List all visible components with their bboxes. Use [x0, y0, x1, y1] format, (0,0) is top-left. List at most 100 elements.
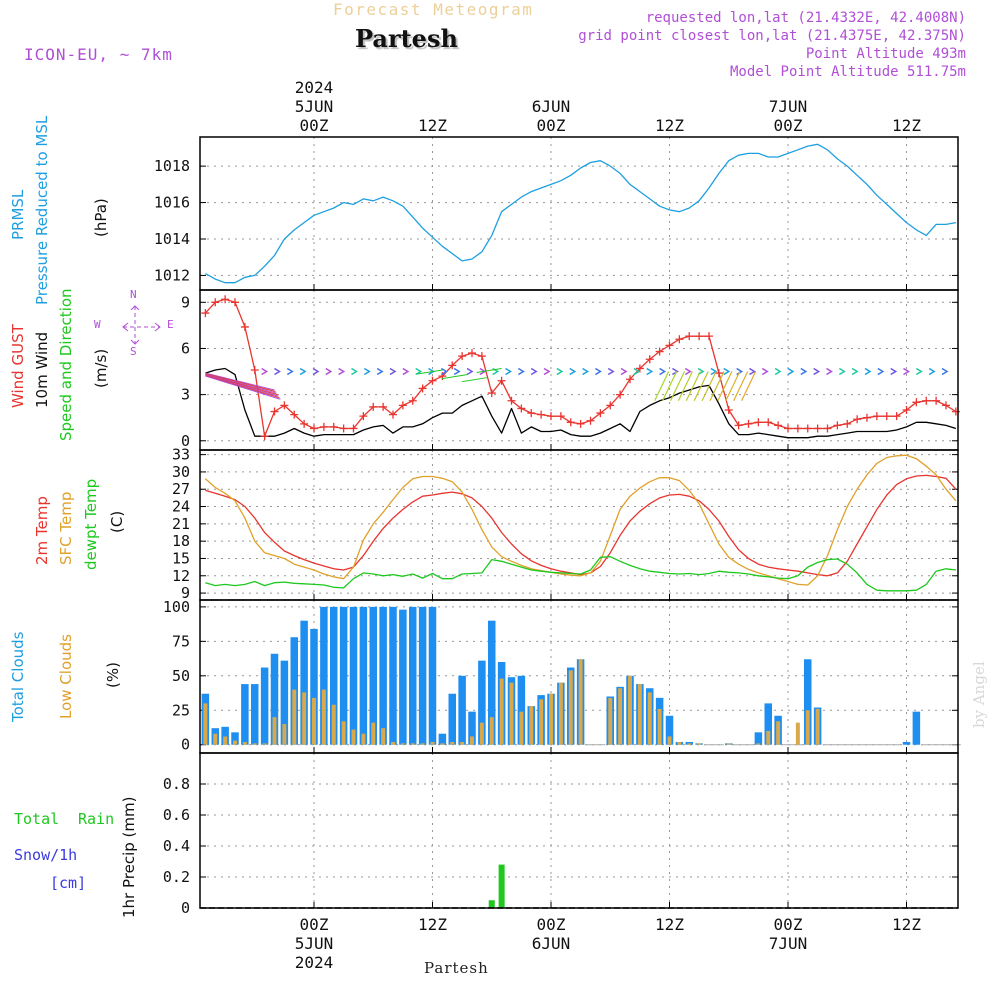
- wind-direction-arrow: [684, 367, 692, 376]
- gust-line: [204, 298, 957, 437]
- wind-direction-arrow: [556, 367, 564, 376]
- wind-vector: [205, 372, 275, 391]
- label-snow: Snow/1h: [14, 846, 78, 864]
- time-label-top: 7JUN: [769, 97, 808, 116]
- time-label-bottom: 5JUN: [295, 934, 334, 953]
- gust-point: [527, 409, 536, 418]
- wind-direction-arrow: [723, 367, 731, 376]
- model-label: ICON-EU, ~ 7km: [24, 45, 173, 64]
- gust-point: [260, 432, 269, 441]
- low-cloud-bar: [568, 670, 573, 745]
- y-tick-label: 0.2: [163, 868, 190, 886]
- low-cloud-bar: [252, 743, 257, 745]
- gust-point: [240, 322, 249, 331]
- wind-vector: [669, 371, 686, 402]
- gust-point: [744, 419, 753, 428]
- total-cloud-bar: [418, 606, 427, 745]
- y-tick-label: 0: [181, 432, 190, 450]
- total-cloud-bar: [764, 703, 773, 745]
- gust-point: [389, 410, 397, 419]
- low-cloud-bar: [400, 743, 405, 745]
- low-cloud-bar: [351, 729, 356, 745]
- gust-point: [754, 418, 763, 427]
- total-cloud-bar: [320, 606, 328, 745]
- low-cloud-bar: [440, 743, 445, 745]
- wind-vector: [205, 374, 278, 396]
- gust-point: [714, 369, 723, 378]
- gust-point: [863, 413, 871, 422]
- time-label-bottom: 6JUN: [532, 934, 571, 953]
- gust-point: [892, 412, 901, 421]
- low-cloud-bar: [470, 736, 474, 745]
- wind-direction-arrow: [453, 367, 461, 376]
- gust-point: [339, 424, 348, 433]
- gust-point: [665, 341, 674, 350]
- y-tick-label: 3: [181, 386, 190, 404]
- wind-direction-arrow: [774, 367, 782, 376]
- total-cloud-bar: [250, 684, 259, 745]
- y-tick-label: 50: [172, 667, 190, 685]
- low-cloud-bar: [499, 678, 504, 745]
- low-cloud-bar: [410, 743, 415, 745]
- gust-point: [853, 415, 862, 424]
- wind-vector: [461, 377, 487, 383]
- y-tick-label: 9: [181, 293, 190, 311]
- time-label-bottom: 00Z: [300, 915, 329, 934]
- low-cloud-bar: [756, 743, 761, 745]
- gust-point: [231, 298, 239, 307]
- gust-point: [418, 384, 427, 393]
- gust-point: [626, 375, 634, 384]
- gust-point: [823, 424, 832, 433]
- gust-point: [724, 406, 733, 414]
- gust-point: [310, 424, 318, 433]
- low-cloud-bar: [381, 728, 386, 745]
- y-tick-label: 15: [172, 549, 190, 567]
- low-cloud-bar: [519, 711, 524, 745]
- wind-direction-arrow: [466, 367, 474, 376]
- grid-point-coords: grid point closest lon,lat (21.4375E, 42…: [578, 28, 966, 44]
- total-cloud-bar: [300, 620, 308, 745]
- y-tick-label: 75: [172, 632, 190, 650]
- y-tick-label: 1016: [154, 194, 190, 212]
- wind-direction-arrow: [749, 367, 756, 376]
- wind-direction-arrow: [440, 367, 448, 376]
- wind-direction-arrow: [915, 367, 923, 376]
- gust-point: [517, 404, 526, 413]
- point-altitude: Point Altitude 493m: [805, 46, 966, 62]
- time-label-top: 00Z: [774, 116, 803, 135]
- wind-vector: [205, 373, 276, 393]
- wind-direction-arrow: [543, 367, 551, 376]
- gust-point: [576, 419, 585, 428]
- gust-point: [784, 424, 792, 433]
- total-cloud-bar: [438, 733, 447, 745]
- y-tick-label: 0: [181, 899, 190, 917]
- wind-direction-arrow: [325, 367, 333, 376]
- wind-vector: [205, 374, 279, 397]
- low-cloud-bar: [657, 708, 662, 745]
- rain-bar: [498, 864, 505, 908]
- wind-direction-arrow: [338, 367, 346, 376]
- wind-direction-arrow: [517, 367, 525, 376]
- y-tick-label: 27: [172, 480, 190, 498]
- y-tick-label: 0.8: [163, 775, 190, 793]
- total-cloud-bar: [665, 715, 674, 745]
- low-cloud-bar: [479, 722, 484, 745]
- low-cloud-bar: [321, 689, 326, 745]
- low-cloud-bar: [795, 722, 800, 745]
- low-cloud-bar: [578, 659, 583, 745]
- total-cloud-bar: [685, 741, 694, 745]
- total-cloud-bar: [231, 732, 239, 745]
- low-cloud-bar: [262, 743, 267, 745]
- wind-direction-arrow: [941, 367, 949, 376]
- total-cloud-bar: [754, 732, 763, 745]
- gust-point: [685, 332, 694, 341]
- low-cloud-bar: [223, 736, 228, 745]
- y-tick-label: 12: [172, 567, 190, 585]
- gust-point: [813, 424, 822, 433]
- time-label-bottom: 12Z: [418, 915, 447, 934]
- label-total: Total: [14, 810, 60, 828]
- gust-point: [635, 364, 644, 373]
- time-label-top: 2024: [295, 78, 334, 97]
